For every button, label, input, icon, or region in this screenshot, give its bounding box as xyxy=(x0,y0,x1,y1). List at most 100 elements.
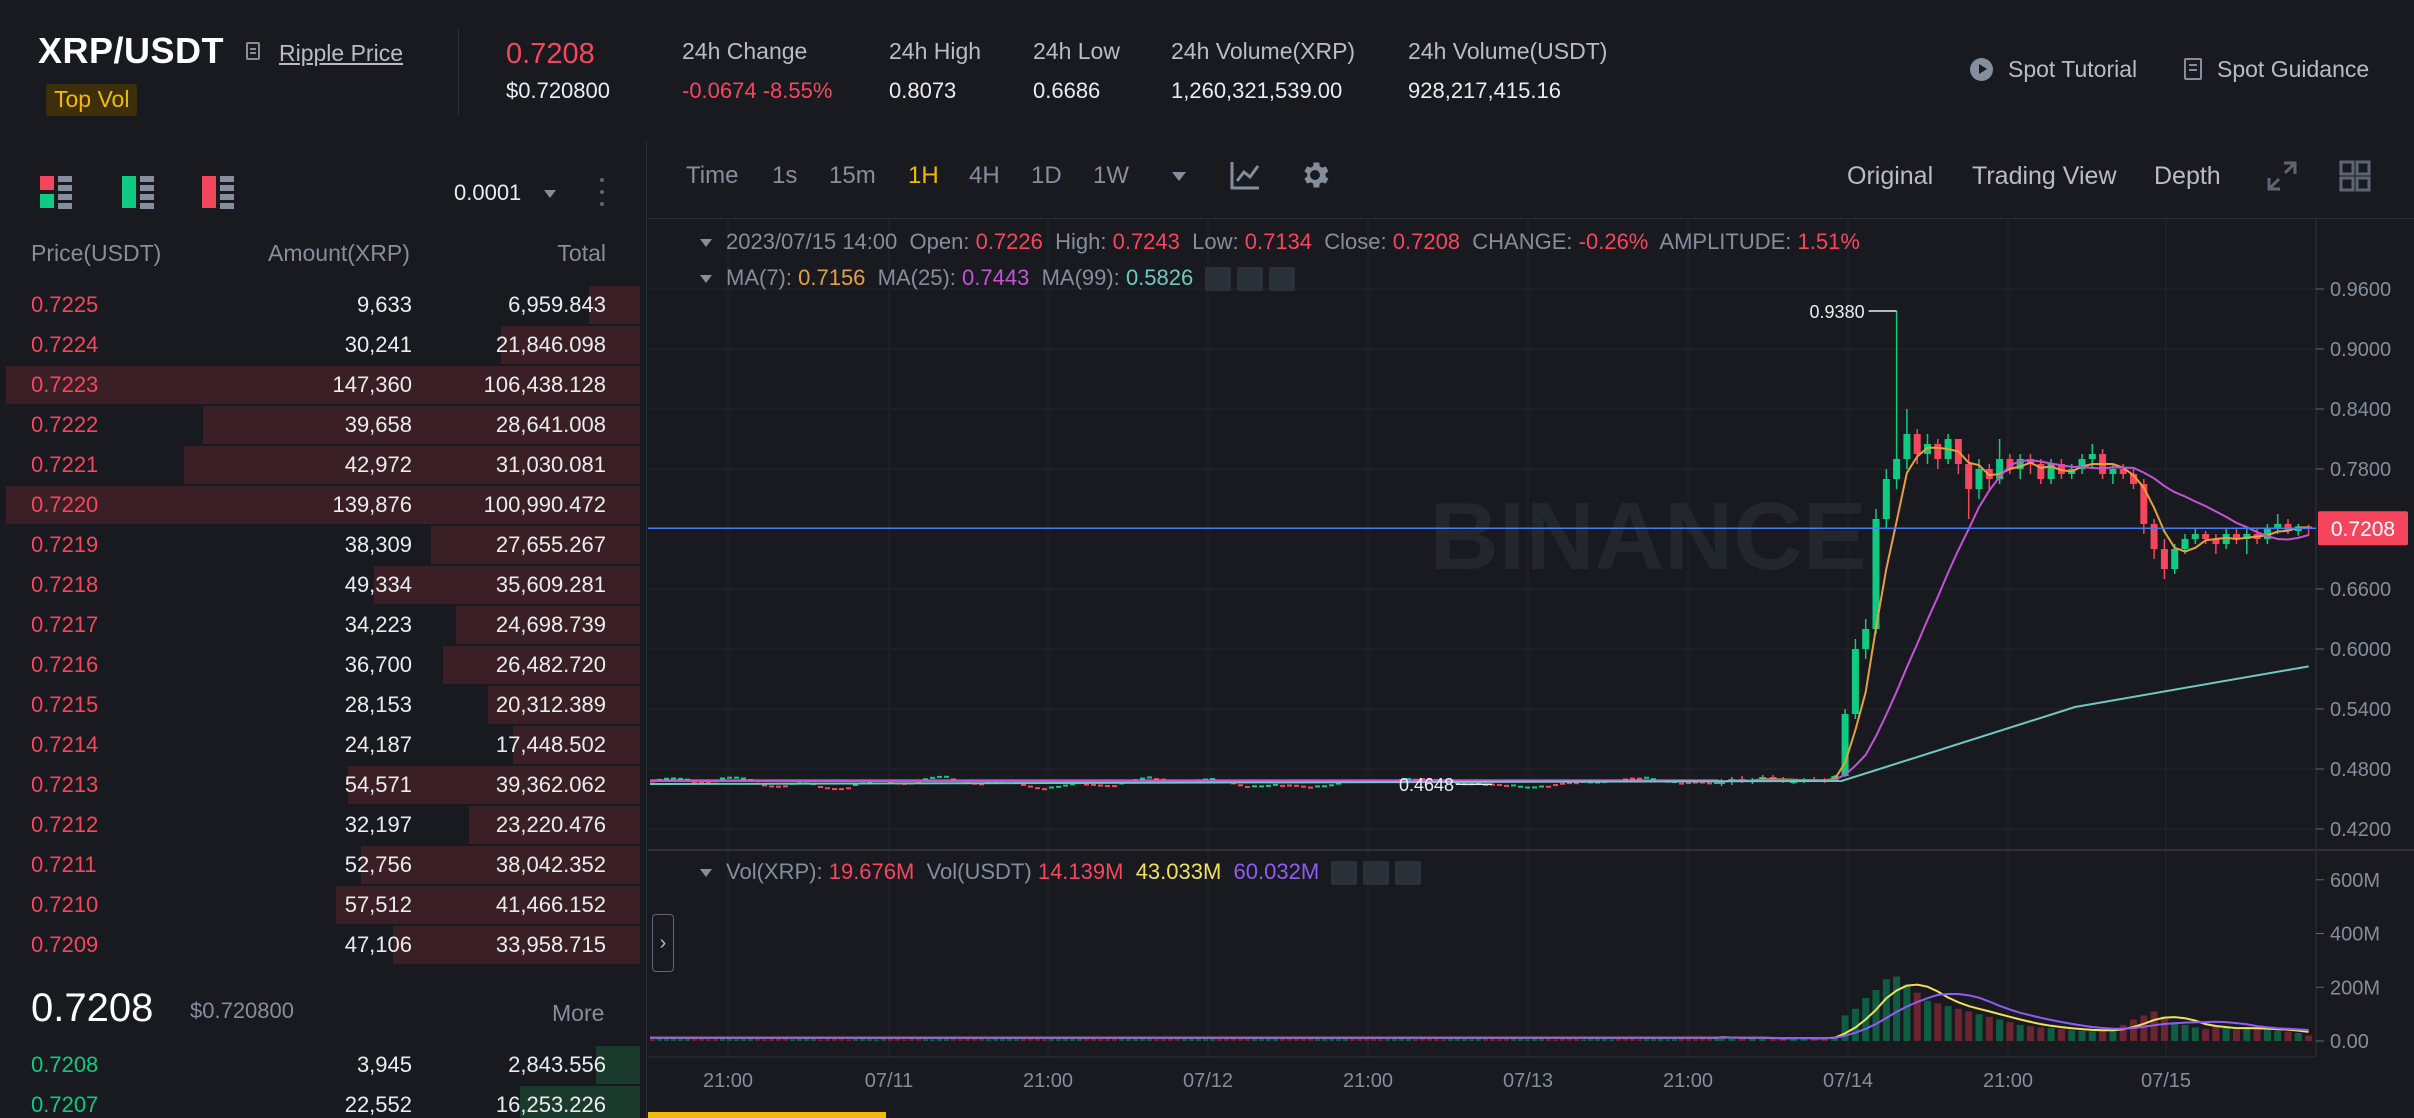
candle-body xyxy=(1084,783,1089,786)
candle-body xyxy=(818,785,823,788)
interval-15m[interactable]: 15m xyxy=(829,162,876,189)
fullscreen-icon[interactable] xyxy=(2266,160,2298,192)
orderbook-row[interactable]: 0.7211 52,756 38,042.352 xyxy=(0,846,640,886)
orderbook-both-layout-icon[interactable] xyxy=(40,176,74,210)
collapse-caret-icon[interactable] xyxy=(700,275,712,284)
interval-4h[interactable]: 4H xyxy=(969,162,1000,189)
orderbook-row[interactable]: 0.7214 24,187 17,448.502 xyxy=(0,726,640,766)
volume-bar xyxy=(1455,1037,1460,1041)
orderbook-row[interactable]: 0.7221 42,972 31,030.081 xyxy=(0,446,640,486)
interval-time[interactable]: Time xyxy=(686,162,739,189)
ma99-value: 0.5826 xyxy=(1125,265,1194,290)
orderbook-row[interactable]: 0.7210 57,512 41,466.152 xyxy=(0,886,640,926)
chevron-down-icon[interactable] xyxy=(544,190,556,198)
candle-body xyxy=(1238,784,1243,787)
candle-body xyxy=(769,785,774,788)
view-trading-view[interactable]: Trading View xyxy=(1972,162,2117,190)
orderbook-row[interactable]: 0.7207 22,552 16,253.226 xyxy=(0,1086,640,1118)
orderbook-row[interactable]: 0.7219 38,309 27,655.267 xyxy=(0,526,640,566)
volume-bar xyxy=(1810,1038,1818,1041)
vol-usdt-value: 14.139M xyxy=(1037,859,1124,884)
row-amount: 36,700 xyxy=(344,652,412,677)
coin-info-link[interactable]: Ripple Price xyxy=(279,40,403,66)
volume-bar xyxy=(1189,1038,1194,1041)
interval-more-chevron-icon[interactable] xyxy=(1172,172,1186,181)
orderbook-row[interactable]: 0.7209 47,106 33,958.715 xyxy=(0,926,640,966)
row-price: 0.7210 xyxy=(31,892,99,917)
row-price: 0.7208 xyxy=(31,1052,99,1077)
candle-body xyxy=(734,776,739,779)
row-price: 0.7215 xyxy=(31,692,99,717)
volume-bar xyxy=(832,1037,837,1041)
candle-body xyxy=(1259,785,1264,788)
price-tick-label: 0.6000 xyxy=(2330,639,2391,661)
orderbook-bids-layout-icon[interactable] xyxy=(122,176,156,210)
volume-bar xyxy=(1238,1038,1243,1041)
orderbook-row[interactable]: 0.7224 30,241 21,846.098 xyxy=(0,326,640,366)
orderbook-row[interactable]: 0.7223 147,360 106,438.128 xyxy=(0,366,640,406)
orderbook-row[interactable]: 0.7225 9,633 6,959.843 xyxy=(0,286,640,326)
precision-select[interactable]: 0.0001 xyxy=(454,180,522,205)
candle-body xyxy=(930,776,935,779)
interval-1h[interactable]: 1H xyxy=(908,162,939,189)
view-original[interactable]: Original xyxy=(1847,162,1934,190)
play-circle-icon[interactable] xyxy=(1970,58,1993,81)
grid-layout-icon[interactable] xyxy=(2339,160,2371,192)
orderbook-row[interactable]: 0.7217 34,223 24,698.739 xyxy=(0,606,640,646)
interval-1d[interactable]: 1D xyxy=(1031,162,1062,189)
expand-panel-chevron-icon[interactable]: › xyxy=(652,914,674,972)
current-price-tag xyxy=(2318,511,2408,546)
volume-bar xyxy=(1217,1038,1222,1041)
orderbook-header-amount: Amount(XRP) xyxy=(268,240,410,266)
orderbook-row[interactable]: 0.7222 39,658 28,641.008 xyxy=(0,406,640,446)
interval-1s[interactable]: 1s xyxy=(772,162,798,189)
orderbook-row[interactable]: 0.7215 28,153 20,312.389 xyxy=(0,686,640,726)
spot-tutorial-link[interactable]: Spot Tutorial xyxy=(2008,56,2138,82)
orderbook-row[interactable]: 0.7220 139,876 100,990.472 xyxy=(0,486,640,526)
orderbook-asks-layout-icon[interactable] xyxy=(202,176,236,210)
settings-icon[interactable] xyxy=(1363,861,1390,886)
candle-body xyxy=(1490,783,1495,786)
time-tick-label: 07/13 xyxy=(1503,1070,1553,1092)
depth-bar xyxy=(501,326,640,364)
orderbook-row[interactable]: 0.7208 3,945 2,843.556 xyxy=(0,1046,640,1086)
volume-bar xyxy=(1882,979,1890,1041)
price-chart[interactable]: BINANCE 0.7208 0.9380 0.4648 0.9600 0.9000 0.8… xyxy=(648,219,2414,1109)
settings-gear-icon[interactable] xyxy=(1298,158,1332,192)
row-total: 6,959.843 xyxy=(508,292,606,317)
close-icon[interactable] xyxy=(1395,861,1422,886)
candle-body xyxy=(846,787,851,790)
volume-bar xyxy=(2202,1028,2210,1041)
eye-icon[interactable] xyxy=(1205,267,1232,292)
pair-symbol[interactable]: XRP/USDT xyxy=(38,30,225,71)
volume-bar xyxy=(1070,1039,1075,1041)
interval-1w[interactable]: 1W xyxy=(1093,162,1129,189)
eye-icon[interactable] xyxy=(1331,861,1358,886)
orderbook-row[interactable]: 0.7216 36,700 26,482.720 xyxy=(0,646,640,686)
candle-body xyxy=(2140,484,2148,524)
collapse-caret-icon[interactable] xyxy=(700,869,712,878)
candle-body xyxy=(1280,784,1285,787)
orderbook-more-link[interactable]: More xyxy=(552,1000,605,1026)
indicator-chart-icon[interactable] xyxy=(1229,159,1261,191)
volume-bar xyxy=(1266,1038,1271,1041)
row-amount: 139,876 xyxy=(332,492,412,517)
more-vertical-icon[interactable] xyxy=(600,178,604,182)
active-bottom-tab-indicator[interactable] xyxy=(648,1112,886,1118)
candle-body xyxy=(678,777,683,780)
volume-bar xyxy=(1224,1037,1229,1041)
guide-book-icon[interactable] xyxy=(2184,58,2202,80)
header-divider xyxy=(458,28,459,116)
row-total: 23,220.476 xyxy=(495,812,606,837)
orderbook-row[interactable]: 0.7218 49,334 35,609.281 xyxy=(0,566,640,606)
row-price: 0.7218 xyxy=(31,572,99,597)
close-icon[interactable] xyxy=(1269,267,1296,292)
spot-guidance-link[interactable]: Spot Guidance xyxy=(2217,56,2370,82)
candle-body xyxy=(2212,539,2220,544)
view-depth[interactable]: Depth xyxy=(2154,162,2221,190)
orderbook-row[interactable]: 0.7213 54,571 39,362.062 xyxy=(0,766,640,806)
volume-bar xyxy=(1718,1037,1725,1041)
settings-icon[interactable] xyxy=(1237,267,1264,292)
collapse-caret-icon[interactable] xyxy=(700,239,712,248)
orderbook-row[interactable]: 0.7212 32,197 23,220.476 xyxy=(0,806,640,846)
